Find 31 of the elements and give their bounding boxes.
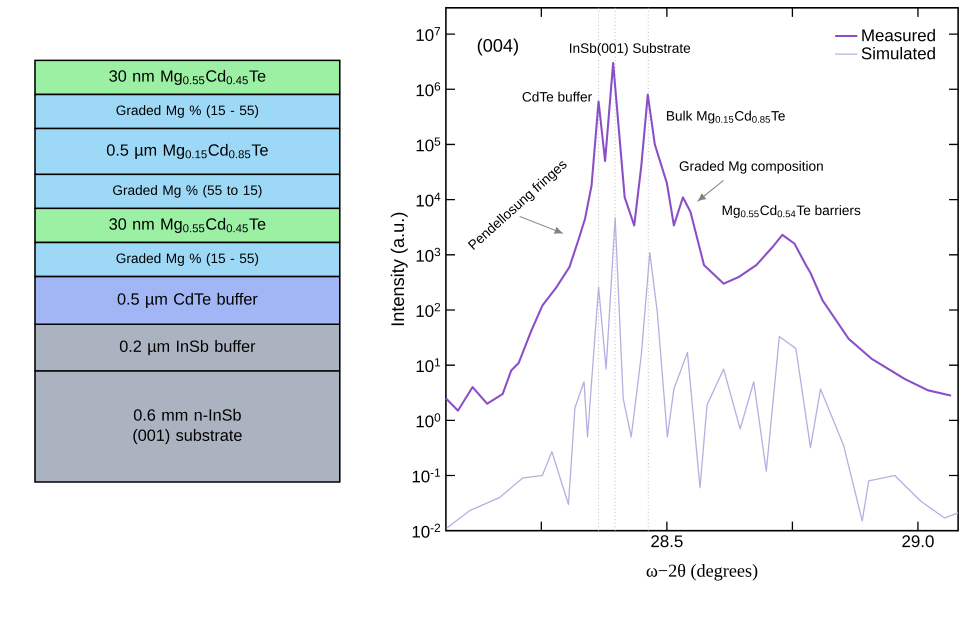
annotation: Mg$_{0.55}$Cd$_{0.54}$Te barriers	[722, 204, 860, 218]
y-tick-label: 10$^{2}$	[416, 302, 440, 317]
category-label: Graded Mg % (55 to 15)	[113, 184, 262, 198]
x-tick-label: 28.5	[651, 535, 683, 548]
category-label: 30 nm Mg$_{0.55}$Cd$_{0.45}$Te	[109, 70, 266, 85]
category-label: Graded Mg % (15 - 55)	[116, 252, 258, 266]
category-label: 0.5 µm Mg$_{0.15}$Cd$_{0.85}$Te	[106, 144, 268, 159]
y-tick-label: 10$^{1}$	[416, 358, 440, 372]
category-label: 0.6 mm n-InSb (001) substrate	[133, 408, 242, 444]
annotation: Graded Mg composition	[680, 160, 823, 174]
category-label: Graded Mg % (15 - 55)	[116, 104, 258, 118]
y-tick-label: 10$^{3}$	[416, 248, 440, 262]
category-label: 30 nm Mg$_{0.55}$Cd$_{0.45}$Te	[109, 218, 266, 233]
annotation: InSb(001) Substrate	[570, 42, 690, 56]
y-tick-label: 10$^{6}$	[416, 82, 440, 96]
x-tick-label: 29.0	[902, 535, 934, 548]
y-tick-label: 10$^{0}$	[416, 413, 440, 428]
legend-label: Measured	[862, 28, 935, 42]
y-tick-label: 10$^{4}$	[416, 192, 440, 206]
category-label: 0.5 µm CdTe buffer	[118, 292, 258, 308]
annotation: CdTe buffer	[522, 92, 592, 102]
annotation: Bulk Mg$_{0.15}$Cd$_{0.85}$Te	[667, 110, 785, 124]
category-label: 0.2 µm InSb buffer	[120, 340, 256, 356]
y-tick-label: 10$^{-2}$	[412, 524, 440, 538]
legend-label: Simulated	[862, 46, 935, 60]
y-tick-label: 10$^{-1}$	[412, 468, 440, 482]
annotation: (004)	[478, 38, 518, 56]
y-axis-title: Intensity (a.u.)	[390, 212, 408, 325]
x-axis-title: ω−2θ (degrees)	[646, 564, 758, 580]
y-tick-label: 10$^{7}$	[416, 26, 440, 41]
y-tick-label: 10$^{5}$	[416, 137, 440, 152]
